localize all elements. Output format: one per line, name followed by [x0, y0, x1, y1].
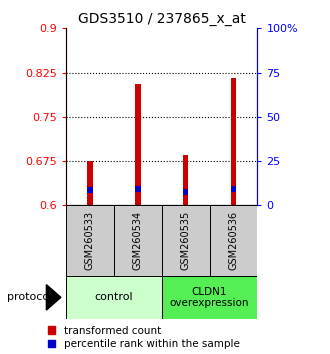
FancyBboxPatch shape	[162, 205, 210, 276]
Legend: transformed count, percentile rank within the sample: transformed count, percentile rank withi…	[48, 326, 240, 349]
FancyBboxPatch shape	[162, 276, 257, 319]
Title: GDS3510 / 237865_x_at: GDS3510 / 237865_x_at	[78, 12, 246, 26]
Text: protocol: protocol	[7, 292, 52, 302]
Bar	[135, 84, 141, 205]
Text: GSM260533: GSM260533	[85, 211, 95, 270]
Bar	[87, 161, 93, 205]
Bar	[231, 187, 236, 192]
Text: GSM260535: GSM260535	[181, 211, 191, 270]
Bar	[135, 187, 141, 192]
Bar	[183, 189, 188, 195]
Text: control: control	[94, 292, 133, 302]
Bar	[231, 79, 236, 205]
Polygon shape	[46, 285, 61, 310]
Bar	[87, 187, 93, 193]
Text: CLDN1
overexpression: CLDN1 overexpression	[170, 286, 249, 308]
FancyBboxPatch shape	[66, 205, 114, 276]
FancyBboxPatch shape	[66, 276, 162, 319]
Text: GSM260536: GSM260536	[228, 211, 239, 270]
Text: GSM260534: GSM260534	[133, 211, 143, 270]
FancyBboxPatch shape	[210, 205, 257, 276]
FancyBboxPatch shape	[114, 205, 162, 276]
Bar	[183, 155, 188, 205]
